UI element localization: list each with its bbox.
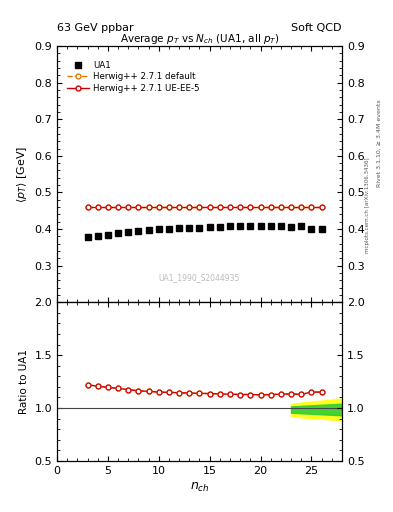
X-axis label: $n_{ch}$: $n_{ch}$: [189, 481, 209, 494]
Text: Rivet 3.1.10, ≥ 3.4M events: Rivet 3.1.10, ≥ 3.4M events: [377, 99, 382, 187]
Text: UA1_1990_S2044935: UA1_1990_S2044935: [159, 273, 240, 282]
Text: 63 GeV ppbar: 63 GeV ppbar: [57, 23, 134, 33]
Y-axis label: $\langle p_T \rangle$ [GeV]: $\langle p_T \rangle$ [GeV]: [15, 145, 29, 203]
Legend: UA1, Herwig++ 2.7.1 default, Herwig++ 2.7.1 UE-EE-5: UA1, Herwig++ 2.7.1 default, Herwig++ 2.…: [67, 60, 199, 93]
Title: Average $p_T$ vs $N_{ch}$ (UA1, all $p_T$): Average $p_T$ vs $N_{ch}$ (UA1, all $p_T…: [119, 32, 279, 46]
Text: Soft QCD: Soft QCD: [292, 23, 342, 33]
Y-axis label: Ratio to UA1: Ratio to UA1: [19, 349, 29, 414]
Text: mcplots.cern.ch [arXiv:1306.3436]: mcplots.cern.ch [arXiv:1306.3436]: [365, 157, 370, 252]
